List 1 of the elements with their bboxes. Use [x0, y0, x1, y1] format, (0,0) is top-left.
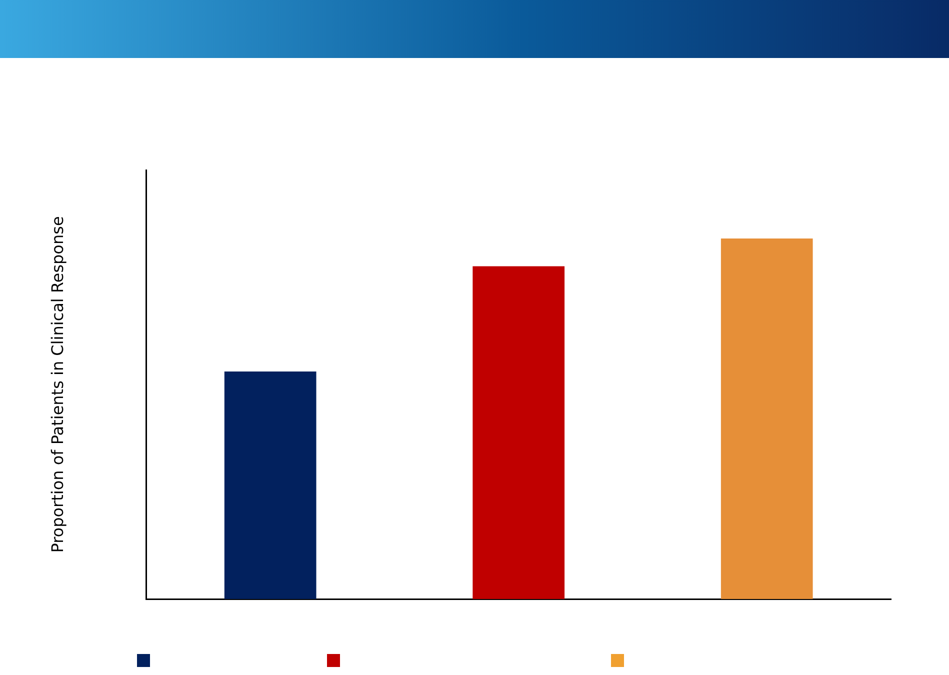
y-axis-title: Proportion of Patients in Clinical Response — [48, 216, 67, 553]
